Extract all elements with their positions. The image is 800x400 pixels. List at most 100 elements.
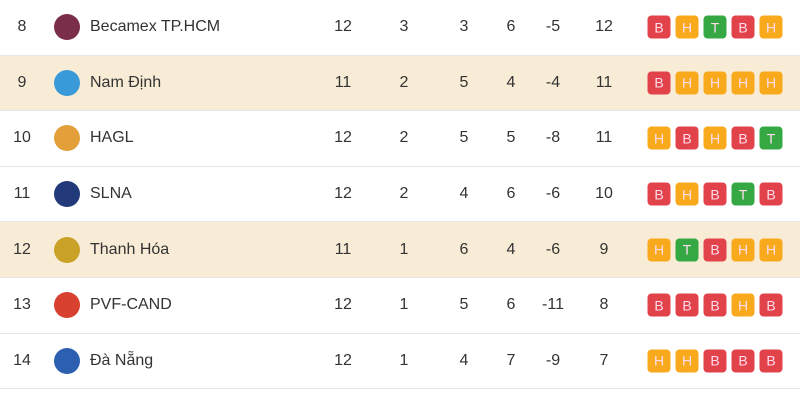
table-row[interactable]: 12 Thanh Hóa 11 1 6 4 -6 9 H T B H H (0, 222, 800, 278)
thanh-hoa-crest-icon (54, 236, 80, 263)
da-nang-crest-icon (54, 347, 80, 374)
table-row[interactable]: 10 HAGL 12 2 5 5 -8 11 H B H B T (0, 111, 800, 167)
form-badge: B (731, 126, 755, 150)
won-cell: 1 (399, 296, 409, 314)
form-badge: B (647, 71, 671, 95)
pts-cell: 8 (599, 296, 609, 314)
form-badge: H (759, 15, 783, 39)
form-badge: B (759, 293, 783, 317)
form-badge: H (675, 349, 699, 373)
form-badge: B (647, 293, 671, 317)
nam-dinh-crest-icon (54, 69, 80, 96)
hagl-crest-icon (54, 125, 80, 152)
form-badge: B (731, 15, 755, 39)
rank: 9 (17, 73, 27, 91)
played-cell: 11 (334, 73, 352, 91)
played-cell: 12 (334, 351, 352, 369)
team-name[interactable]: Becamex TP.HCM (90, 18, 221, 36)
form-badge: T (731, 182, 755, 206)
rank: 13 (13, 296, 31, 314)
lost-cell: 4 (506, 240, 516, 258)
team-name[interactable]: PVF-CAND (90, 296, 172, 314)
form-badge: T (703, 15, 727, 39)
rank: 8 (17, 18, 27, 36)
played-cell: 12 (334, 296, 352, 314)
team-name[interactable]: Thanh Hóa (90, 240, 170, 258)
won-cell: 3 (399, 18, 409, 36)
form-badge: B (703, 182, 727, 206)
pts-cell: 7 (599, 351, 609, 369)
pvf-cand-crest-icon (54, 292, 80, 319)
won-cell: 2 (399, 73, 409, 91)
form-badge: B (647, 15, 671, 39)
form-badge: B (675, 126, 699, 150)
pts-cell: 10 (595, 185, 613, 203)
table-row[interactable]: 13 PVF-CAND 12 1 5 6 -11 8 B B B H B (0, 278, 800, 334)
form-badge: H (759, 238, 783, 262)
rank: 14 (13, 351, 31, 369)
played-cell: 12 (334, 18, 352, 36)
gd-cell: -9 (545, 351, 561, 369)
form-badge: B (675, 293, 699, 317)
pts-cell: 11 (595, 73, 613, 91)
form-badge: B (731, 349, 755, 373)
drawn-cell: 4 (459, 351, 469, 369)
form-badge: B (703, 293, 727, 317)
team-name[interactable]: Nam Định (90, 73, 162, 91)
form-badge: B (703, 349, 727, 373)
form-badge: H (759, 71, 783, 95)
drawn-cell: 5 (459, 129, 469, 147)
won-cell: 2 (399, 129, 409, 147)
lost-cell: 5 (506, 129, 516, 147)
form-badge: H (703, 126, 727, 150)
form-badge: T (675, 238, 699, 262)
team-name[interactable]: Đà Nẵng (90, 351, 154, 369)
pts-cell: 9 (599, 240, 609, 258)
standings-table: 8 Becamex TP.HCM 12 3 3 6 -5 12 B H T B H 9 Nam Định… (0, 0, 800, 390)
rank: 12 (13, 240, 31, 258)
drawn-cell: 5 (459, 73, 469, 91)
lost-cell: 6 (506, 18, 516, 36)
team-name[interactable]: SLNA (90, 185, 132, 203)
gd-cell: -6 (545, 240, 561, 258)
form-badge: T (759, 126, 783, 150)
form-badge: H (731, 238, 755, 262)
gd-cell: -6 (545, 185, 561, 203)
won-cell: 1 (399, 240, 409, 258)
drawn-cell: 3 (459, 18, 469, 36)
lost-cell: 6 (506, 296, 516, 314)
team-name[interactable]: HAGL (90, 129, 134, 147)
form-badge: H (675, 182, 699, 206)
form-badge: H (647, 238, 671, 262)
table-row[interactable]: 9 Nam Định 11 2 5 4 -4 11 B H H H H (0, 55, 800, 112)
drawn-cell: 6 (459, 240, 469, 258)
drawn-cell: 4 (459, 185, 469, 203)
gd-cell: -5 (545, 18, 561, 36)
table-row[interactable]: 14 Đà Nẵng 12 1 4 7 -9 7 H H B B B (0, 334, 800, 390)
table-row[interactable]: 8 Becamex TP.HCM 12 3 3 6 -5 12 B H T B H (0, 0, 800, 56)
lost-cell: 7 (506, 351, 516, 369)
form-badge: H (647, 126, 671, 150)
table-row[interactable]: 11 SLNA 12 2 4 6 -6 10 B H B T B (0, 167, 800, 223)
gd-cell: -8 (545, 129, 561, 147)
drawn-cell: 5 (459, 296, 469, 314)
form-badge: H (675, 15, 699, 39)
rank: 11 (13, 185, 31, 203)
pts-cell: 11 (595, 129, 613, 147)
gd-cell: -4 (545, 73, 561, 91)
won-cell: 1 (399, 351, 409, 369)
form-badge: B (703, 238, 727, 262)
gd-cell: -11 (542, 296, 564, 314)
becamex-crest-icon (54, 14, 80, 41)
played-cell: 12 (334, 185, 352, 203)
form-badge: H (647, 349, 671, 373)
form-badge: B (759, 349, 783, 373)
played-cell: 11 (334, 240, 352, 258)
lost-cell: 6 (506, 185, 516, 203)
form-badge: B (759, 182, 783, 206)
